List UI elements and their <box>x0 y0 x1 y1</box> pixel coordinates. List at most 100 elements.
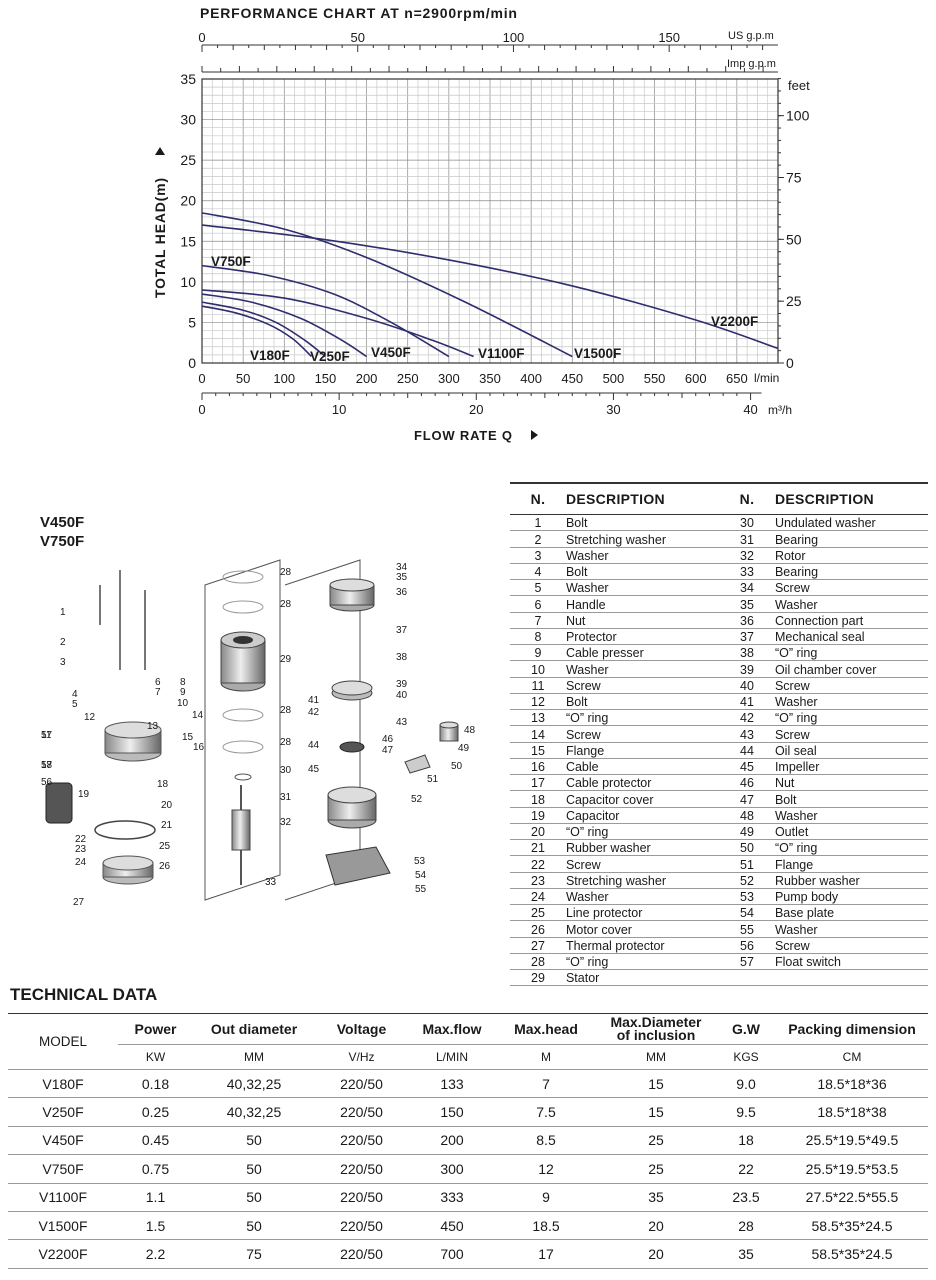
part-number: 28 <box>531 955 545 969</box>
part-number: 55 <box>740 922 754 937</box>
base-plate-part <box>325 846 391 886</box>
callout-label: 38 <box>396 652 408 663</box>
tech-cell: 28 <box>716 1211 776 1241</box>
gpm-tick-label: 0 <box>198 30 205 45</box>
callout-label: 55 <box>415 884 427 895</box>
parts-row: 14 Screw 43 Screw <box>510 726 928 743</box>
part-number: 31 <box>740 532 754 547</box>
part-number: 23 <box>531 873 545 888</box>
part-description: Washer <box>565 662 609 677</box>
curve-v450f <box>201 293 368 358</box>
tech-cell: 18.5*18*36 <box>776 1069 928 1099</box>
col-desc-header: DESCRIPTION <box>565 491 665 507</box>
part-description: Oil seal <box>774 743 817 758</box>
tech-cell: 0.18 <box>118 1069 193 1099</box>
part-number: 57 <box>740 955 754 969</box>
part-description: Capacitor <box>565 808 620 823</box>
tech-cell: 58.5*35*24.5 <box>776 1239 928 1269</box>
part-description: Nut <box>565 613 586 628</box>
callout-label: 58 <box>41 760 53 771</box>
m3h-tick-label: 10 <box>332 402 346 417</box>
curve-v250f <box>201 301 326 358</box>
part-description: Screw <box>774 581 810 596</box>
callout-label: 25 <box>159 841 171 852</box>
part-number: 49 <box>740 825 754 839</box>
th-max-diameter: Max.Diameter of inclusion <box>596 1013 716 1045</box>
tech-cell: 9.5 <box>716 1097 776 1127</box>
part-description: Flange <box>774 857 814 872</box>
tech-cell: 58.5*35*24.5 <box>776 1211 928 1241</box>
pump-curves <box>201 212 779 358</box>
tech-row: V450F 0.45 50 220/50 200 8.5 25 18 25.5*19.5*49.… <box>8 1126 928 1156</box>
model-cell: V2200F <box>8 1239 118 1269</box>
unit-cell: V/Hz <box>315 1044 408 1070</box>
tech-cell: 25 <box>596 1126 716 1156</box>
part-number: 8 <box>534 630 542 644</box>
callout-label: 12 <box>84 712 96 723</box>
part-number: 16 <box>531 760 545 774</box>
part-description: Washer <box>565 581 609 596</box>
part-description: “O” ring <box>565 955 609 969</box>
lmin-tick-label: 350 <box>479 371 501 386</box>
parts-row: 29 Stator <box>510 970 928 987</box>
curve-label-v1100f: V1100F <box>478 346 525 361</box>
col-desc-header: DESCRIPTION <box>774 491 874 507</box>
y-axis-arrow-icon <box>155 147 165 155</box>
chart-grid <box>201 78 779 364</box>
callout-label: 15 <box>182 732 194 743</box>
tech-row: V1100F 1.1 50 220/50 333 9 35 23.5 27.5*22.5*55.… <box>8 1183 928 1212</box>
part-number: 24 <box>531 890 545 904</box>
callout-label: 41 <box>308 695 320 706</box>
th-max-head: Max.head <box>496 1013 596 1045</box>
part-number: 30 <box>740 516 754 531</box>
part-number: 2 <box>534 532 542 547</box>
curve-labels: V180F V250F V450F V1100F V750F V1500F V2200F <box>211 254 758 364</box>
lmin-tick-label: 500 <box>603 371 625 386</box>
connection-part <box>329 578 375 612</box>
callout-label: 50 <box>451 761 463 772</box>
bolts-group <box>99 570 146 670</box>
gpm-tick-label: 150 <box>658 30 680 45</box>
parts-row: 10 Washer 39 Oil chamber cover <box>510 661 928 678</box>
th-max-diameter-text: Max.Diameter of inclusion <box>610 1014 702 1043</box>
callout-label: 57 <box>41 730 53 741</box>
m3h-tick-label: 20 <box>469 402 483 417</box>
tech-cell: 50 <box>193 1126 315 1156</box>
lmin-tick-label: 200 <box>356 371 378 386</box>
parts-row: 5 Washer 34 Screw <box>510 580 928 597</box>
part-description: Nut <box>774 776 795 791</box>
callout-label: 54 <box>415 870 427 881</box>
part-number: 18 <box>531 792 545 807</box>
curve-v1100f <box>201 289 474 358</box>
feet-tick-label: 75 <box>786 170 802 186</box>
stator-part <box>220 631 266 692</box>
tech-cell: 40,32,25 <box>193 1069 315 1099</box>
chart-title: PERFORMANCE CHART AT n=2900rpm/min <box>200 5 518 21</box>
curve-label-v180f: V180F <box>250 348 290 363</box>
part-number: 21 <box>531 841 545 856</box>
curve-v180f <box>201 305 312 358</box>
callout-label: 7 <box>155 687 161 698</box>
tech-cell: 220/50 <box>315 1126 408 1156</box>
tech-cell: 2.2 <box>118 1239 193 1269</box>
tech-cell: 18.5 <box>496 1211 596 1241</box>
part-number: 10 <box>531 662 545 677</box>
callout-label: 56 <box>41 777 53 788</box>
parts-row: 22 Screw 51 Flange <box>510 856 928 873</box>
parts-row: 23 Stretching washer 52 Rubber washer <box>510 873 928 889</box>
part-description: “O” ring <box>774 841 818 856</box>
part-number: 20 <box>531 825 545 839</box>
callout-label: 42 <box>308 707 320 718</box>
part-number: 36 <box>740 613 754 628</box>
callout-label: 37 <box>396 625 408 636</box>
tech-cell: 20 <box>596 1239 716 1269</box>
y-tick-label: 20 <box>180 193 196 209</box>
tech-cell: 133 <box>408 1069 496 1099</box>
part-description: Washer <box>774 597 818 612</box>
part-description: Washer <box>774 922 818 937</box>
model-cell: V1100F <box>8 1183 118 1212</box>
feet-tick-label: 25 <box>786 293 802 309</box>
part-number: 53 <box>740 890 754 904</box>
callout-label: 34 <box>396 562 408 573</box>
curve-label-v450f: V450F <box>371 345 411 360</box>
